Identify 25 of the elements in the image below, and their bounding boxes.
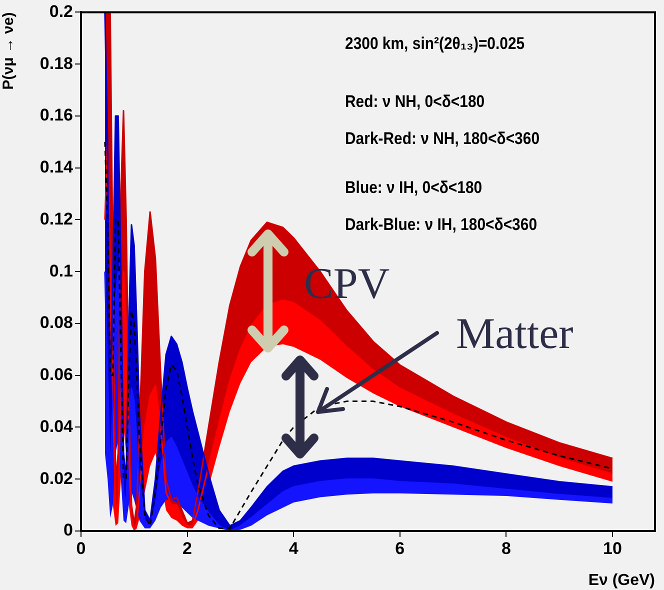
- x-tick-label: 2: [182, 538, 192, 558]
- y-axis-title: P(νμ → νe): [0, 12, 18, 90]
- x-tick-label: 4: [288, 538, 299, 558]
- y-tick-label: 0.1: [49, 261, 73, 280]
- x-tick-label: 10: [603, 538, 622, 558]
- y-tick-label: 0.08: [40, 313, 73, 332]
- annotation: 2300 km, sin²(2θ₁₃)=0.025: [345, 34, 525, 54]
- y-tick-label: 0.16: [40, 106, 73, 125]
- y-tick-label: 0: [64, 520, 73, 540]
- annotation: Red: ν NH, 0<δ<180: [345, 92, 485, 112]
- annotation: Matter: [456, 308, 574, 359]
- annotation: Dark-Red: ν NH, 180<δ<360: [345, 129, 540, 149]
- x-tick-label: 0: [76, 538, 86, 558]
- y-tick-label: 0.04: [40, 416, 74, 436]
- annotation: Dark-Blue: ν IH, 180<δ<360: [345, 215, 538, 235]
- y-tick-label: 0.02: [40, 468, 73, 488]
- y-tick-label: 0.06: [40, 365, 73, 384]
- y-tick-label: 0.12: [40, 209, 73, 228]
- y-tick-label: 0.2: [49, 2, 73, 21]
- x-axis-title: Eν (GeV): [588, 572, 655, 589]
- x-tick-label: 8: [501, 538, 511, 558]
- x-tick-label: 6: [395, 538, 405, 558]
- y-tick-label: 0.18: [40, 54, 73, 73]
- annotation: Blue: ν IH, 0<δ<180: [345, 178, 482, 198]
- y-tick-label: 0.14: [40, 158, 74, 177]
